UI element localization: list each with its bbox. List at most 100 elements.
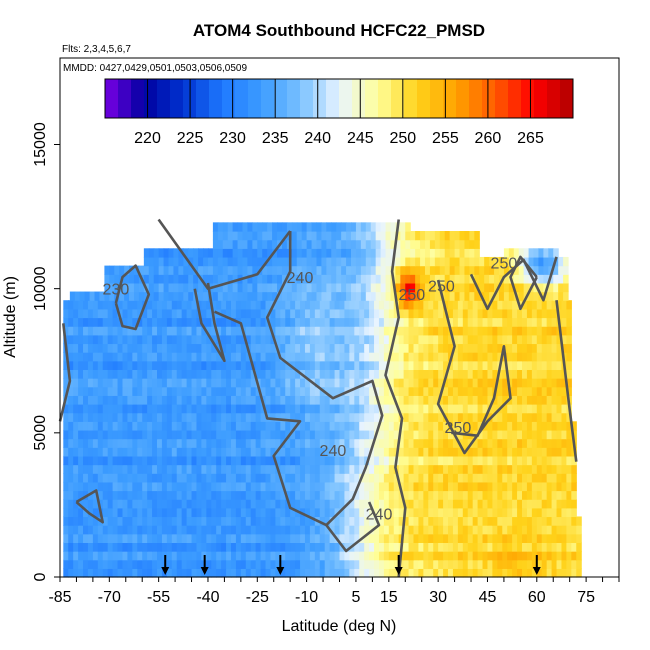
heatmap-cell [438,334,444,345]
heatmap-cell [522,386,528,396]
heatmap-cell [452,360,459,370]
heatmap-cell [250,352,257,362]
heatmap-cell [153,274,160,284]
heatmap-cell [181,395,188,405]
heatmap-cell [235,507,242,518]
heatmap-cell [395,231,401,241]
heatmap-cell [393,421,400,431]
heatmap-cell [132,421,138,431]
heatmap-cell [413,378,420,388]
heatmap-cell [171,559,178,569]
heatmap-cell [423,343,429,353]
heatmap-cell [359,421,365,431]
heatmap-cell [319,326,326,336]
heatmap-cell [304,326,311,336]
heatmap-cell [235,378,242,388]
heatmap-cell [314,559,321,569]
heatmap-cell [380,282,387,293]
heatmap-cell [429,231,436,241]
heatmap-cell [566,525,572,535]
heatmap-cell [326,231,332,241]
heatmap-cell [349,551,355,561]
heatmap-cell [275,334,281,345]
heatmap-cell [339,559,346,569]
heatmap-cell [245,568,252,578]
heatmap-cell [364,447,370,457]
colorbar-segment [222,79,236,118]
heatmap-cell [546,360,553,370]
heatmap-cell [512,507,518,518]
heatmap-cell [472,334,479,345]
heatmap-cell [438,360,444,370]
heatmap-cell [122,542,129,552]
heatmap-cell [300,404,306,414]
heatmap-cell [354,421,360,431]
heatmap-cell [517,404,523,414]
heatmap-cell [487,568,493,578]
heatmap-cell [561,542,567,552]
heatmap-cell [428,360,434,370]
heatmap-cell [226,559,232,569]
heatmap-cell [448,412,454,422]
heatmap-cell [423,455,429,466]
heatmap-cell [452,499,459,509]
heatmap-cell [119,291,125,301]
heatmap-cell [566,516,572,526]
heatmap-cell [237,265,244,275]
heatmap-cell [457,369,464,379]
heatmap-cell [349,378,355,388]
heatmap-cell [247,248,253,258]
heatmap-cell [482,429,489,440]
heatmap-cell [161,352,168,362]
heatmap-cell [198,282,204,293]
heatmap-cell [280,559,286,569]
heatmap-cell [428,542,434,552]
heatmap-cell [324,447,331,457]
heatmap-cell [97,326,104,336]
heatmap-cell [497,334,503,345]
heatmap-cell [290,568,296,578]
heatmap-cell [132,507,138,518]
heatmap-cell [265,481,272,492]
heatmap-cell [196,559,202,569]
heatmap-cell [260,386,267,396]
heatmap-cell [393,525,400,535]
heatmap-cell [301,231,308,241]
heatmap-cell [92,455,99,466]
heatmap-cell [157,481,163,492]
heatmap-cell [171,455,178,466]
heatmap-cell [420,239,426,249]
heatmap-cell [166,533,173,543]
heatmap-cell [443,473,449,483]
heatmap-cell [321,274,327,284]
contour-label: 230 [103,281,130,298]
heatmap-cell [265,516,272,526]
heatmap-cell [403,455,410,466]
heatmap-cell [522,360,528,370]
heatmap-cell [438,429,444,440]
heatmap-cell [561,343,567,353]
heatmap-cell [464,239,470,249]
heatmap-cell [398,308,405,319]
heatmap-cell [388,404,395,414]
heatmap-cell [163,265,170,275]
colorbar-tick-label: 235 [262,130,289,147]
heatmap-cell [250,429,257,440]
heatmap-cell [346,274,352,284]
heatmap-cell [280,360,286,370]
heatmap-cell [68,412,74,422]
heatmap-cell [502,317,508,327]
heatmap-cell [454,282,461,293]
heatmap-cell [403,404,410,414]
heatmap-cell [166,551,173,561]
heatmap-cell [314,360,321,370]
heatmap-cell [217,291,224,301]
heatmap-cell [122,533,129,543]
heatmap-cell [359,551,365,561]
heatmap-cell [212,239,219,249]
heatmap-cell [408,533,415,543]
heatmap-cell [448,404,454,414]
heatmap-cell [563,274,569,284]
heatmap-cell [369,369,375,379]
heatmap-cell [433,369,439,379]
